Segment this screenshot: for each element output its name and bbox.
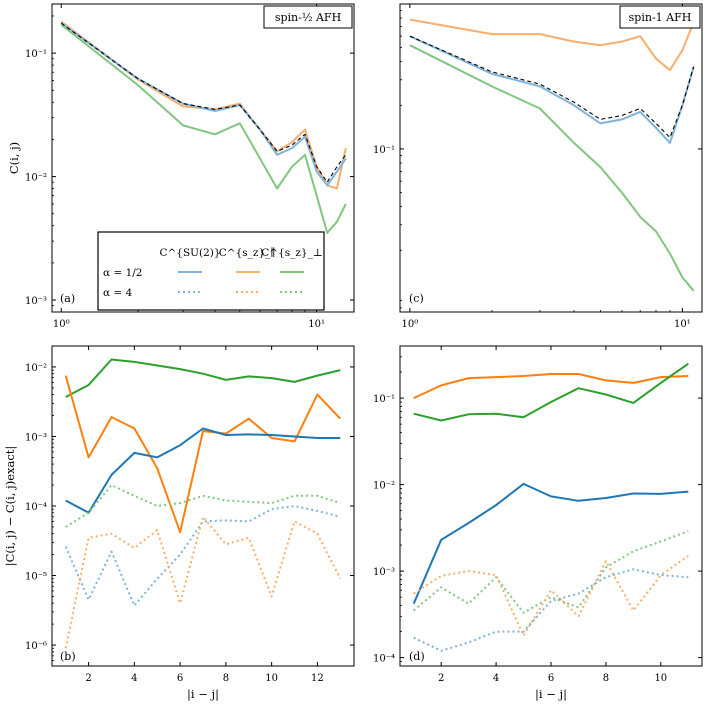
x-tick-label: 8 <box>603 673 609 684</box>
x-tick-label: 10⁰ <box>402 319 419 330</box>
x-tick-label: 4 <box>131 673 137 684</box>
y-tick-label: 10⁻¹ <box>25 49 47 60</box>
panel-a-series <box>60 20 347 234</box>
y-tick-label: 10⁻² <box>25 363 47 374</box>
x-tick-label: 10 <box>654 673 667 684</box>
y-tick-label: 10⁻² <box>373 481 395 492</box>
series-line <box>60 22 347 183</box>
legend-row-alpha-half: α = 1/2 <box>103 267 142 279</box>
panel-d-tag: (d) <box>409 650 425 663</box>
x-tick-label: 10⁰ <box>53 319 70 330</box>
series-line <box>413 555 689 637</box>
y-tick-label: 10⁻³ <box>25 432 47 443</box>
panel-a-spin-half-correlation: 10⁰ 10¹ 10⁻¹ 10⁻² 10⁻³ spin-½ AFH (a) C(i, j… <box>7 3 355 330</box>
panel-b-series <box>64 358 342 649</box>
y-tick-label: 10⁻³ <box>373 567 395 578</box>
series-line <box>65 427 341 514</box>
series-line <box>413 362 689 422</box>
series-line <box>413 568 689 652</box>
panel-b-xlabel: |i − j| <box>187 687 219 702</box>
legend-row-alpha-4: α = 4 <box>103 287 133 299</box>
series-line <box>409 35 695 144</box>
series-line <box>60 23 347 234</box>
panel-c-frame <box>399 3 703 313</box>
x-tick-label: 10 <box>265 673 278 684</box>
series-line <box>65 484 341 528</box>
series-line <box>60 20 347 190</box>
panel-a-title: spin-½ AFH <box>275 11 341 24</box>
panel-c-title-box: spin-1 AFH <box>619 5 701 29</box>
series-line <box>409 35 695 139</box>
series-line <box>65 358 341 398</box>
x-tick-label: 2 <box>85 673 91 684</box>
panel-b-tag: (b) <box>60 650 76 663</box>
y-tick-label: 10⁻⁴ <box>25 502 47 513</box>
x-tick-label: 10¹ <box>308 319 325 330</box>
panel-b-axes: 2 4 6 8 10 12 10⁻² 10⁻³ 10⁻⁴ 10⁻⁵ 10⁻⁶ <box>25 346 354 684</box>
panel-a-frame <box>51 3 355 313</box>
legend-header-perp: C^{s_z}_⊥ <box>261 247 323 259</box>
x-tick-label: 2 <box>438 673 444 684</box>
series-line <box>60 22 347 187</box>
series-line <box>412 482 689 605</box>
panel-d-axes: 2 4 6 8 10 10⁻¹ 10⁻² 10⁻³ 10⁻⁴ <box>373 346 702 684</box>
y-tick-label: 10⁻⁵ <box>25 572 47 583</box>
x-tick-label: 6 <box>548 673 554 684</box>
x-tick-label: 10¹ <box>674 319 691 330</box>
x-tick-label: 6 <box>177 673 183 684</box>
x-tick-label: 8 <box>223 673 229 684</box>
panel-c-title: spin-1 AFH <box>629 11 692 24</box>
series-line <box>413 373 689 400</box>
series-line <box>409 44 695 292</box>
x-tick-label: 12 <box>311 673 324 684</box>
panel-a-ylabel: C(i, j) <box>7 142 21 174</box>
y-tick-label: 10⁻³ <box>25 296 47 307</box>
panel-c-spin-one-correlation: 10⁰ 10¹ 10⁻¹ spin-1 AFH (c) <box>373 3 703 330</box>
legend: C^{SU(2)} C^{s_z}_∥ C^{s_z}_⊥ α = 1/2 α … <box>97 231 325 311</box>
panel-c-series <box>409 18 695 292</box>
panel-b-spin-half-error: 2 4 6 8 10 12 10⁻² 10⁻³ 10⁻⁴ 10⁻⁵ 10⁻⁶ (b) |C(i, j… <box>3 345 355 702</box>
panel-d-frame <box>399 345 703 667</box>
panel-c-axes: 10⁰ 10¹ 10⁻¹ <box>373 4 702 330</box>
panel-d-spin-one-error: 2 4 6 8 10 10⁻¹ 10⁻² 10⁻³ 10⁻⁴ (d) |i − j| <box>373 345 703 702</box>
panel-b-ylabel: |C(i, j) − C(i, j)exact| <box>3 446 18 567</box>
legend-header-parallel: C^{s_z}_∥ <box>219 247 275 259</box>
y-tick-label: 10⁻⁶ <box>25 641 47 652</box>
panel-a-title-box: spin-½ AFH <box>263 5 353 29</box>
panel-c-tag: (c) <box>409 292 424 305</box>
y-tick-label: 10⁻⁴ <box>373 654 395 665</box>
y-tick-label: 10⁻¹ <box>373 394 395 405</box>
panel-d-series <box>412 362 689 652</box>
y-tick-label: 10⁻¹ <box>373 145 395 156</box>
panel-b-frame <box>51 345 355 667</box>
series-line <box>409 18 695 72</box>
panel-d-xlabel: |i − j| <box>535 687 567 702</box>
series-line <box>64 505 341 607</box>
y-tick-label: 10⁻² <box>25 173 47 184</box>
series-line <box>64 515 342 649</box>
panel-a-tag: (a) <box>60 292 75 305</box>
legend-header-su2: C^{SU(2)} <box>159 247 220 259</box>
x-tick-label: 4 <box>493 673 499 684</box>
series-line <box>64 375 342 534</box>
